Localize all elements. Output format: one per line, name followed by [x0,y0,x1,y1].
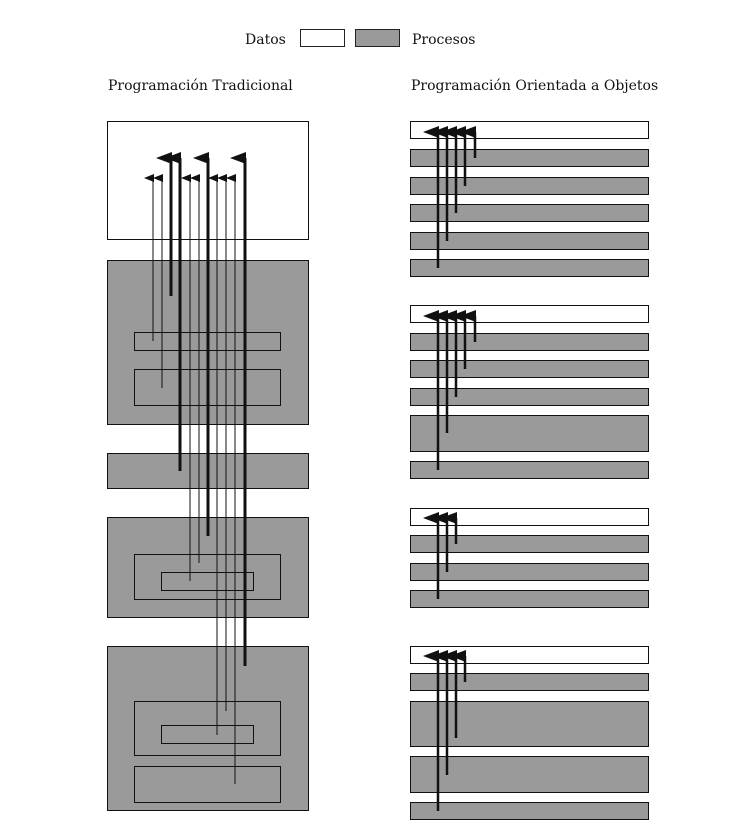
object-2-process-1 [410,333,649,351]
object-3-process-1 [410,535,649,553]
object-2-process-4 [410,415,649,452]
object-4 [410,646,649,820]
object-oriented-arrows [423,126,477,811]
traditional-process-4-sub-c [134,766,281,803]
legend-datos-label: Datos [245,32,286,48]
object-2-process-2 [410,360,649,378]
object-oriented-column [410,121,649,820]
traditional-title: Programación Tradicional [108,78,293,94]
traditional-arrows [144,152,247,784]
object-1-process-3 [410,204,649,222]
object-4-process-2 [410,701,649,747]
legend-procesos-swatch [355,29,400,47]
object-4-process-4 [410,802,649,820]
object-3 [410,508,649,608]
object-1-process-2 [410,177,649,195]
object-1-process-1 [410,149,649,167]
object-4-process-1 [410,673,649,691]
object-3-process-2 [410,563,649,581]
object-2 [410,305,649,479]
object-2-process-3 [410,388,649,406]
object-3-data [410,508,649,526]
object-oriented-title: Programación Orientada a Objetos [411,78,659,94]
legend-datos-swatch [300,29,345,47]
traditional-process-4-sub-b [161,725,254,744]
object-1-process-5 [410,259,649,277]
object-3-process-3 [410,590,649,608]
object-4-data [410,646,649,664]
object-4-process-3 [410,756,649,793]
legend-procesos-label: Procesos [412,32,476,48]
traditional-process-3-sub-b [161,572,254,591]
object-2-process-5 [410,461,649,479]
object-1 [410,121,649,277]
object-1-process-4 [410,232,649,250]
